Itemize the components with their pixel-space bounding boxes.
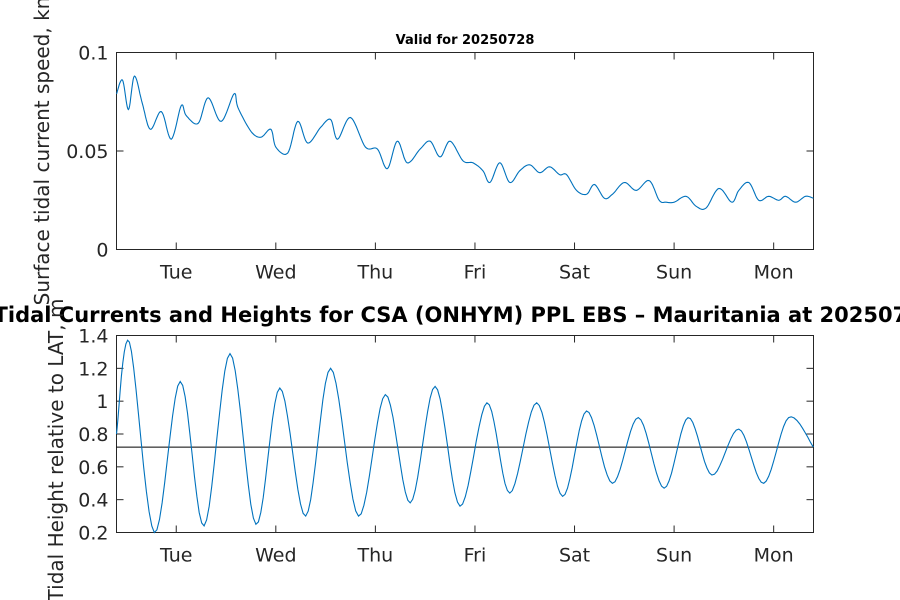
x-tick-label: Sat (559, 545, 590, 567)
y-tick-label: 0.4 (78, 490, 108, 512)
tidal-height-panel: 0.2 0.4 0.6 0.8 1 1.2 1.4 Tue Wed Thu Fri Sat Sun Mon… (0, 299, 900, 600)
x-tick-label: Fri (464, 262, 487, 284)
x-tick-label: Sun (656, 262, 692, 284)
tidal-height-title: Tidal Currents and Heights for CSA (ONHY… (0, 303, 900, 327)
y-tick-label: 1.2 (78, 358, 108, 380)
x-tick-label: Fri (464, 545, 487, 567)
x-tick-label: Sat (559, 262, 590, 284)
tidal-height-ylabel: Tidal Height relative to LAT, m (44, 299, 68, 600)
current-speed-title: Valid for 20250728 (396, 33, 535, 48)
current-speed-line (115, 75, 814, 210)
x-tick-label: Mon (754, 545, 794, 567)
tidal-height-line (115, 339, 814, 534)
y-tick-label: 0.8 (78, 424, 108, 446)
current-speed-axes (116, 52, 814, 250)
x-tick-label: Tue (159, 545, 192, 567)
y-tick-label: 1 (96, 391, 108, 413)
y-tick-label: 0 (96, 240, 108, 262)
x-tick-label: Tue (159, 262, 192, 284)
current-speed-panel: 0 0.05 0.1 Tue Wed Thu Fri Sat Sun Mon Valid for … (30, 0, 814, 305)
y-tick-label: 0.1 (78, 43, 108, 65)
x-tick-label: Thu (357, 262, 394, 284)
current-speed-ylabel: Surface tidal current speed, kn (30, 0, 54, 305)
y-tick-label: 1.4 (78, 326, 108, 348)
y-tick-label: 0.05 (66, 141, 108, 163)
x-tick-label: Thu (357, 545, 394, 567)
y-tick-label: 0.6 (78, 457, 108, 479)
tidal-height-axes (116, 335, 814, 533)
x-tick-label: Wed (255, 545, 296, 567)
x-tick-label: Wed (255, 262, 296, 284)
x-tick-label: Mon (754, 262, 794, 284)
x-tick-label: Sun (656, 545, 692, 567)
y-tick-label: 0.2 (78, 523, 108, 545)
